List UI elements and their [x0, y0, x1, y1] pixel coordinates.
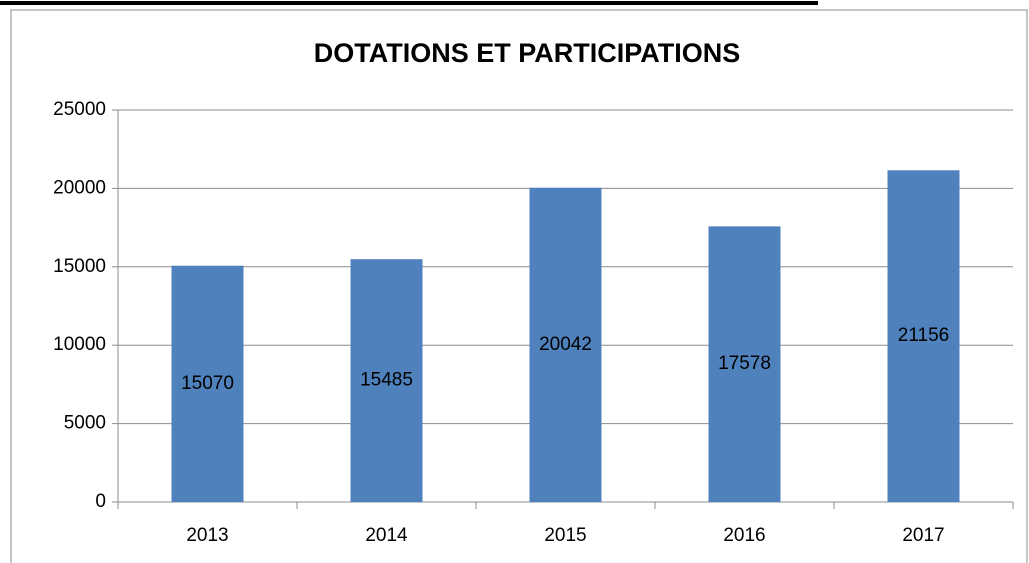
data-label: 20042	[539, 334, 592, 355]
y-tick-label: 0	[95, 491, 106, 512]
x-tick-label: 2017	[902, 525, 944, 546]
data-label: 17578	[718, 353, 771, 374]
y-tick-label: 5000	[64, 413, 106, 434]
chart-title: DOTATIONS ET PARTICIPATIONS	[314, 38, 741, 68]
bar	[350, 259, 423, 502]
bar	[708, 226, 781, 502]
data-label: 15485	[360, 370, 413, 391]
bar	[171, 265, 244, 502]
x-tick-label: 2015	[544, 525, 586, 546]
data-label: 15070	[181, 373, 234, 394]
bar	[529, 187, 602, 502]
x-tick-label: 2013	[186, 525, 228, 546]
y-tick-label: 20000	[53, 177, 106, 198]
bar	[887, 170, 960, 502]
chart-border	[10, 9, 1028, 563]
x-tick-label: 2014	[365, 525, 408, 546]
data-label: 21156	[898, 325, 949, 346]
y-tick-label: 25000	[53, 99, 106, 120]
y-tick-label: 15000	[53, 256, 106, 277]
y-tick-label: 10000	[53, 334, 106, 355]
x-tick-label: 2016	[723, 525, 765, 546]
